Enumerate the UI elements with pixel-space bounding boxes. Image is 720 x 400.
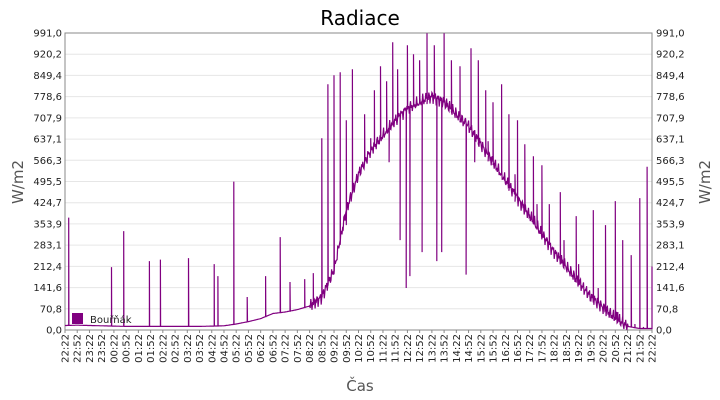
x-tick-label: 17:22 bbox=[525, 334, 536, 363]
y-tick-label-right: 707,9 bbox=[656, 113, 685, 124]
x-tick-label: 13:52 bbox=[440, 334, 451, 363]
series-line-bourak bbox=[65, 33, 653, 331]
x-tick-label: 16:22 bbox=[501, 334, 512, 363]
chart-title: Radiace bbox=[320, 6, 400, 30]
y-tick-label-right: 849,4 bbox=[656, 71, 685, 82]
x-tick-label: 04:52 bbox=[219, 334, 230, 363]
y-tick-label-left: 566,3 bbox=[33, 156, 62, 167]
legend-label: Bouřňák bbox=[90, 314, 132, 326]
x-tick-label: 18:22 bbox=[550, 334, 561, 363]
y-tick-label-right: 212,4 bbox=[656, 262, 685, 273]
y-axis-label-left: W/m2 bbox=[9, 160, 27, 204]
x-tick-label: 22:22 bbox=[61, 334, 72, 363]
x-tick-label: 12:52 bbox=[415, 334, 426, 363]
y-tick-label-right: 637,1 bbox=[656, 135, 685, 146]
y-tick-label-right: 778,6 bbox=[656, 92, 685, 103]
x-tick-label: 11:22 bbox=[378, 334, 389, 363]
x-tick-label: 14:22 bbox=[452, 334, 463, 363]
x-tick-label: 03:52 bbox=[195, 334, 206, 363]
y-tick-label-left: 70,8 bbox=[40, 304, 62, 315]
x-tick-label: 05:22 bbox=[232, 334, 243, 363]
x-tick-label: 17:52 bbox=[537, 334, 548, 363]
x-tick-label: 01:22 bbox=[134, 334, 145, 363]
y-tick-label-right: 70,8 bbox=[656, 304, 678, 315]
x-tick-label: 12:22 bbox=[403, 334, 414, 363]
x-tick-label: 20:52 bbox=[611, 334, 622, 363]
x-tick-label: 22:22 bbox=[648, 334, 659, 363]
x-tick-label: 07:52 bbox=[293, 334, 304, 363]
x-tick-label: 09:22 bbox=[330, 334, 341, 363]
x-tick-label: 10:22 bbox=[354, 334, 365, 363]
y-ticks-left: 0,0 70,8 141,6 212,4 283,1 353,9 424,7 495,5 566… bbox=[33, 29, 62, 337]
x-tick-label: 19:52 bbox=[586, 334, 597, 363]
y-tick-label-right: 566,3 bbox=[656, 156, 685, 167]
x-tick-label: 01:52 bbox=[146, 334, 157, 363]
x-tick-label: 18:52 bbox=[562, 334, 573, 363]
x-tick-label: 19:22 bbox=[574, 334, 585, 363]
x-tick-label: 06:52 bbox=[268, 334, 279, 363]
x-tick-label: 08:52 bbox=[317, 334, 328, 363]
y-tick-label-left: 424,7 bbox=[33, 198, 62, 209]
x-tick-label: 02:52 bbox=[171, 334, 182, 363]
x-tick-label: 08:22 bbox=[305, 334, 316, 363]
y-tick-label-left: 778,6 bbox=[33, 92, 62, 103]
legend-swatch bbox=[72, 313, 83, 324]
y-tick-label-left: 353,9 bbox=[33, 219, 62, 230]
x-tick-label: 11:52 bbox=[391, 334, 402, 363]
x-ticks: 22:22 22:52 23:22 23:52 00:22 00:52 01:22 01:52… bbox=[61, 330, 659, 363]
y-tick-label-left: 849,4 bbox=[33, 71, 62, 82]
x-tick-label: 04:22 bbox=[207, 334, 218, 363]
y-tick-label-left: 0,0 bbox=[46, 326, 62, 337]
y-tick-label-left: 637,1 bbox=[33, 135, 62, 146]
x-axis-label: Čas bbox=[346, 376, 374, 395]
x-tick-label: 13:22 bbox=[427, 334, 438, 363]
y-tick-label-left: 707,9 bbox=[33, 113, 62, 124]
y-tick-label-left: 141,6 bbox=[33, 283, 62, 294]
x-tick-label: 20:22 bbox=[599, 334, 610, 363]
y-tick-label-right: 495,5 bbox=[656, 177, 685, 188]
x-tick-label: 02:22 bbox=[158, 334, 169, 363]
x-tick-label: 03:22 bbox=[183, 334, 194, 363]
x-tick-label: 05:52 bbox=[244, 334, 255, 363]
legend: Bouřňák bbox=[72, 313, 132, 326]
x-tick-label: 15:52 bbox=[489, 334, 500, 363]
y-tick-label-left: 495,5 bbox=[33, 177, 62, 188]
y-tick-label-left: 283,1 bbox=[33, 241, 62, 252]
y-tick-label-left: 212,4 bbox=[33, 262, 62, 273]
y-tick-label-right: 141,6 bbox=[656, 283, 685, 294]
x-tick-label: 09:52 bbox=[342, 334, 353, 363]
y-tick-label-right: 353,9 bbox=[656, 219, 685, 230]
x-tick-label: 00:22 bbox=[109, 334, 120, 363]
y-tick-label-right: 0,0 bbox=[656, 326, 672, 337]
x-tick-label: 21:22 bbox=[623, 334, 634, 363]
x-tick-label: 23:52 bbox=[97, 334, 108, 363]
x-tick-label: 07:22 bbox=[281, 334, 292, 363]
x-tick-label: 16:52 bbox=[513, 334, 524, 363]
x-tick-label: 10:52 bbox=[366, 334, 377, 363]
x-tick-label: 23:22 bbox=[85, 334, 96, 363]
y-tick-label-right: 991,0 bbox=[656, 29, 685, 40]
y-tick-label-right: 283,1 bbox=[656, 241, 685, 252]
y-tick-label-right: 424,7 bbox=[656, 198, 685, 209]
x-tick-label: 15:22 bbox=[476, 334, 487, 363]
x-tick-label: 06:22 bbox=[256, 334, 267, 363]
y-axis-label-right: W/m2 bbox=[696, 160, 714, 204]
x-tick-label: 22:52 bbox=[73, 334, 84, 363]
grid bbox=[65, 53, 652, 310]
y-tick-label-left: 920,2 bbox=[33, 50, 62, 61]
x-tick-label: 21:52 bbox=[635, 334, 646, 363]
y-tick-label-right: 920,2 bbox=[656, 50, 685, 61]
y-tick-label-left: 991,0 bbox=[33, 29, 62, 40]
x-tick-label: 00:52 bbox=[122, 334, 133, 363]
y-ticks-right: 0,0 70,8 141,6 212,4 283,1 353,9 424,7 495,5 566… bbox=[656, 29, 685, 337]
x-tick-label: 14:52 bbox=[464, 334, 475, 363]
